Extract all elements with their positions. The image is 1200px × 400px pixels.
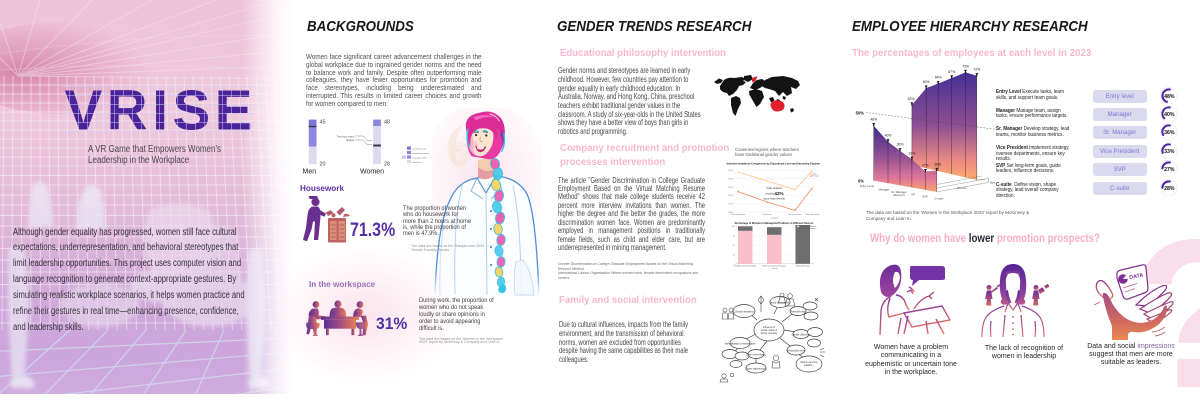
svg-text:67%: 67% — [948, 70, 955, 74]
svg-text:Internalization of stereotypes: Internalization of stereotypes — [725, 343, 756, 346]
svg-text:52%: 52% — [908, 97, 915, 101]
svg-text:Percentage of Women in Manager: Percentage of Women in Managerial Positi… — [735, 222, 814, 225]
svg-text:27%: 27% — [922, 164, 929, 168]
svg-text:48: 48 — [384, 120, 390, 126]
svg-text:male student: male student — [766, 186, 782, 190]
svg-text:45: 45 — [320, 120, 326, 126]
svg-text:unpaid housework: unpaid housework — [413, 152, 431, 155]
svg-text:Elder Care Sector (Female): Elder Care Sector (Female) — [763, 264, 786, 267]
svg-text:64%: 64% — [935, 76, 942, 80]
svg-text:Men: Men — [303, 169, 317, 176]
svg-text:Gender difference: Gender difference — [791, 334, 811, 337]
svg-text:28%: 28% — [934, 163, 941, 167]
svg-text:48%: 48% — [1164, 93, 1175, 99]
svg-text:receive: receive — [765, 192, 774, 196]
svg-text:(Director): (Director) — [893, 193, 905, 197]
svg-text:largest: largest — [346, 138, 354, 142]
svg-text:Sr. Manager: Sr. Manager — [891, 190, 906, 194]
svg-text:Cultural inheritance: Cultural inheritance — [734, 311, 755, 314]
svg-text:With internship: With internship — [805, 213, 820, 216]
svg-text:2500: 2500 — [728, 187, 734, 189]
svg-text:100: 100 — [731, 226, 735, 228]
svg-text:Mining (Female): Mining (Female) — [796, 265, 810, 267]
svg-text:0: 0 — [734, 264, 736, 266]
svg-text:Lower self-efficacy: Lower self-efficacy — [746, 354, 767, 357]
svg-text:2000: 2000 — [728, 195, 734, 197]
svg-text:50: 50 — [733, 245, 736, 247]
svg-text:27%: 27% — [1164, 167, 1175, 173]
svg-text:Childcare Sector (Female): Childcare Sector (Female) — [734, 264, 756, 267]
svg-text:suitable...: suitable... — [804, 364, 815, 367]
svg-text:72%: 72% — [973, 68, 980, 72]
svg-text:36%: 36% — [1164, 130, 1175, 136]
svg-text:Women: Women — [957, 186, 967, 190]
svg-text:60%: 60% — [923, 80, 930, 84]
svg-text:Parental roles: Parental roles — [791, 311, 807, 314]
svg-text:Behavioral norms: Behavioral norms — [787, 350, 806, 353]
svg-text:0%: 0% — [858, 179, 864, 184]
svg-text:Manager: Manager — [878, 188, 889, 192]
svg-text:VP: VP — [911, 193, 915, 197]
svg-text:recreation time: recreation time — [413, 156, 428, 159]
svg-text:Secondary Women: Secondary Women — [800, 225, 816, 228]
svg-text:40%: 40% — [1164, 112, 1175, 118]
svg-text:Min./Heavy Women: Min./Heavy Women — [800, 228, 816, 230]
svg-text:Degree: Degree — [771, 217, 779, 220]
svg-text:Two-hour extra: Two-hour extra — [337, 135, 355, 139]
svg-text:3500: 3500 — [728, 170, 734, 172]
svg-text:33%: 33% — [909, 151, 916, 155]
svg-text:3000: 3000 — [728, 178, 734, 180]
svg-text:Female: Female — [812, 176, 820, 178]
svg-text:family concepts: family concepts — [761, 332, 778, 335]
svg-text:20: 20 — [320, 162, 326, 168]
svg-text:social culture &: social culture & — [761, 329, 778, 332]
svg-text:28%: 28% — [1164, 185, 1175, 191]
svg-text:Male: Male — [812, 174, 817, 176]
svg-text:25: 25 — [733, 255, 736, 257]
svg-text:Fewer opportunities: Fewer opportunities — [746, 368, 768, 371]
svg-text:42%: 42% — [774, 191, 783, 196]
svg-text:Sector: Sector — [772, 267, 778, 270]
svg-text:Women: Women — [360, 169, 384, 176]
svg-text:Women are less: Women are less — [800, 361, 818, 364]
svg-text:DATA: DATA — [1129, 273, 1144, 281]
svg-text:48%: 48% — [870, 118, 877, 122]
svg-text:1500: 1500 — [728, 204, 734, 206]
svg-text:28: 28 — [384, 162, 390, 168]
svg-text:more than female: more than female — [763, 197, 785, 201]
svg-text:50%: 50% — [856, 111, 865, 116]
svg-text:73%: 73% — [962, 64, 969, 68]
svg-text:36%: 36% — [897, 143, 904, 147]
svg-text:Undergraduate: Undergraduate — [731, 213, 746, 216]
svg-text:40%: 40% — [885, 134, 892, 138]
svg-text:1000: 1000 — [728, 212, 734, 214]
svg-text:Influence of: Influence of — [763, 326, 776, 329]
svg-text:SVP: SVP — [922, 195, 928, 199]
svg-text:No internship: No internship — [789, 213, 803, 216]
svg-text:Entry Level: Entry Level — [860, 184, 874, 188]
svg-text:75: 75 — [733, 236, 736, 238]
svg-text:C-suite: C-suite — [935, 197, 944, 201]
svg-text:33%: 33% — [1164, 148, 1175, 154]
svg-text:Men: Men — [990, 181, 996, 185]
svg-text:work/commute: work/commute — [413, 147, 427, 150]
svg-text:sleep/rest: sleep/rest — [413, 161, 422, 164]
svg-text:Graduate: Graduate — [762, 213, 772, 216]
svg-text:Interview Invitations Comparis: Interview Invitations Comparison by Educ… — [727, 162, 820, 165]
